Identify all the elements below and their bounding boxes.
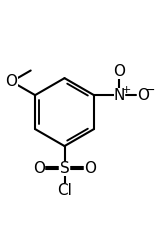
Text: N: N [114, 88, 125, 103]
Text: +: + [121, 85, 131, 95]
Text: −: − [145, 84, 155, 97]
Text: S: S [60, 161, 69, 176]
Text: O: O [84, 161, 96, 176]
Text: O: O [33, 161, 45, 176]
Text: O: O [113, 64, 125, 79]
Text: O: O [137, 88, 149, 103]
Text: O: O [6, 74, 18, 89]
Text: Cl: Cl [57, 183, 72, 198]
